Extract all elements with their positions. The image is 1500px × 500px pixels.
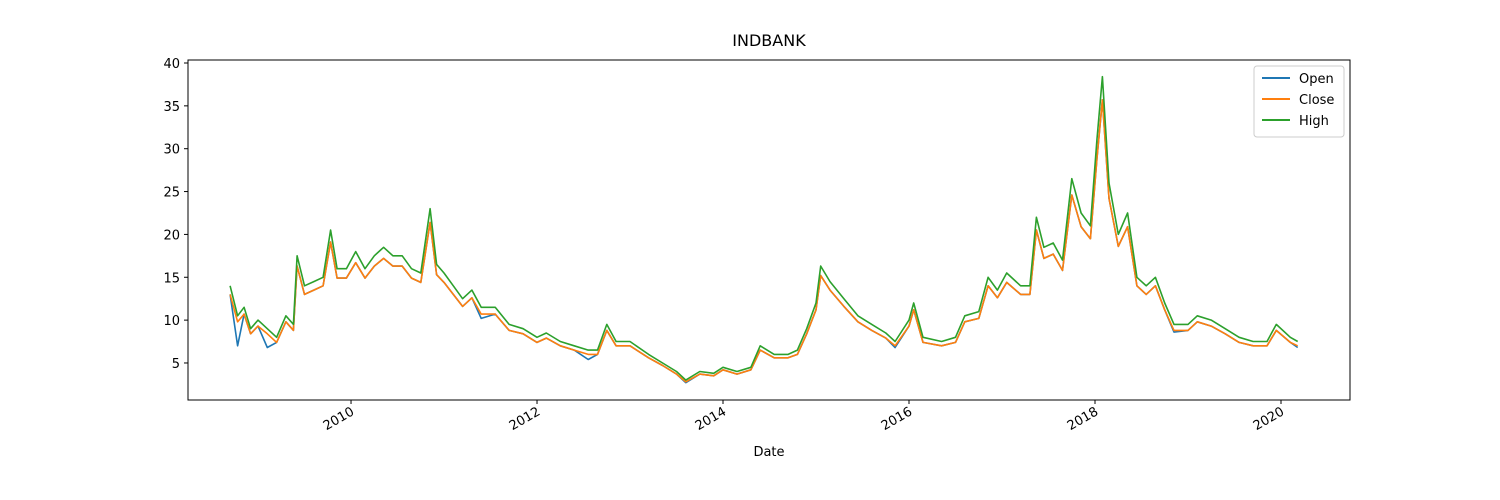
x-tick-label: 2012: [507, 404, 543, 434]
legend-label: Open: [1299, 72, 1334, 87]
series-line: [229, 75, 1299, 381]
y-tick-label: 35: [163, 100, 180, 115]
legend-label: Close: [1299, 93, 1334, 108]
y-tick-label: 40: [163, 57, 180, 72]
x-tick-label: 2016: [879, 404, 915, 434]
chart-title: INDBANK: [732, 31, 806, 50]
x-tick-label: 2014: [693, 404, 729, 434]
y-tick-label: 20: [163, 228, 180, 243]
x-axis-label: Date: [753, 445, 784, 460]
plot-frame: [187, 59, 1351, 401]
y-tick-label: 15: [163, 271, 180, 286]
legend-label: High: [1299, 114, 1329, 129]
y-tick-label: 10: [163, 314, 180, 329]
y-tick-label: 5: [172, 357, 180, 372]
y-tick-label: 30: [163, 143, 180, 158]
x-tick-label: 2020: [1251, 404, 1287, 434]
legend: Open Close High: [1253, 65, 1345, 138]
x-tick-label: 2018: [1065, 404, 1101, 434]
x-tick-label: 2010: [321, 404, 357, 434]
series-line: [229, 99, 1299, 383]
y-tick-label: 25: [163, 186, 180, 201]
series-line: [229, 99, 1299, 384]
